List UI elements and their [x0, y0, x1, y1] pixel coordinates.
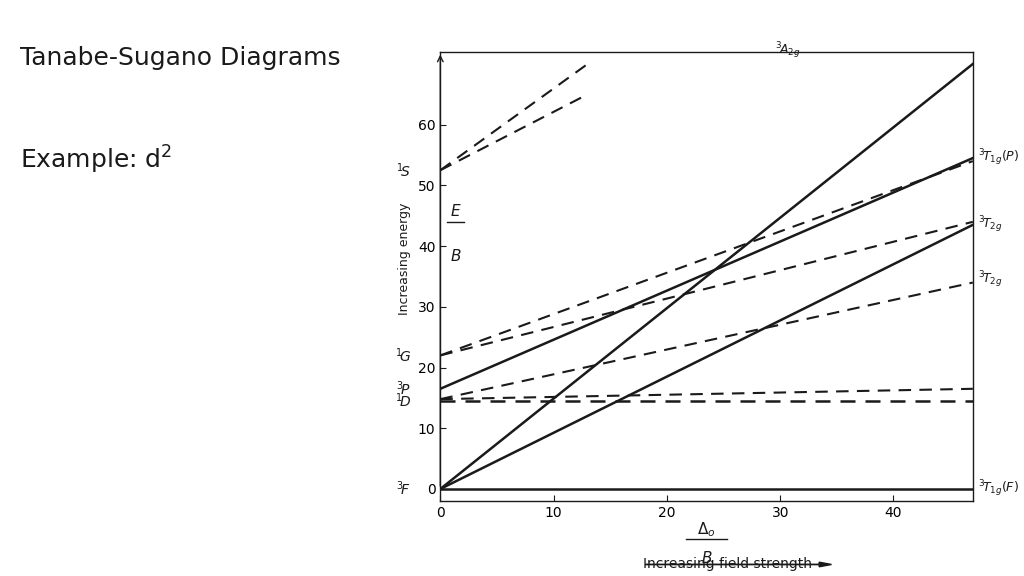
- Text: $^1\!G$: $^1\!G$: [394, 346, 411, 365]
- Text: $^3\!T_{2g}$: $^3\!T_{2g}$: [979, 215, 1002, 235]
- Text: $E$: $E$: [450, 203, 462, 219]
- Text: $^3\!T_{1g}(P)$: $^3\!T_{1g}(P)$: [979, 148, 1020, 168]
- Text: Increasing energy: Increasing energy: [398, 203, 411, 316]
- Text: $B$: $B$: [700, 550, 713, 566]
- Text: Tanabe-Sugano Diagrams: Tanabe-Sugano Diagrams: [20, 46, 341, 70]
- Text: Example: d$^2$: Example: d$^2$: [20, 144, 173, 176]
- Text: $^1\!D$: $^1\!D$: [394, 392, 411, 410]
- Text: $\Delta_o$: $\Delta_o$: [697, 520, 716, 539]
- Text: $^3\!P$: $^3\!P$: [396, 380, 411, 398]
- Text: $^3\!F$: $^3\!F$: [396, 480, 411, 498]
- Text: $^3\!T_{1g}(F)$: $^3\!T_{1g}(F)$: [979, 479, 1020, 499]
- Text: $B$: $B$: [450, 248, 462, 264]
- Text: $^3\!A_{2g}$: $^3\!A_{2g}$: [774, 40, 800, 61]
- Text: $^3\!T_{2g}$: $^3\!T_{2g}$: [979, 269, 1002, 290]
- Text: Increasing field strength: Increasing field strength: [642, 558, 812, 571]
- Text: $^1\!S$: $^1\!S$: [396, 161, 411, 180]
